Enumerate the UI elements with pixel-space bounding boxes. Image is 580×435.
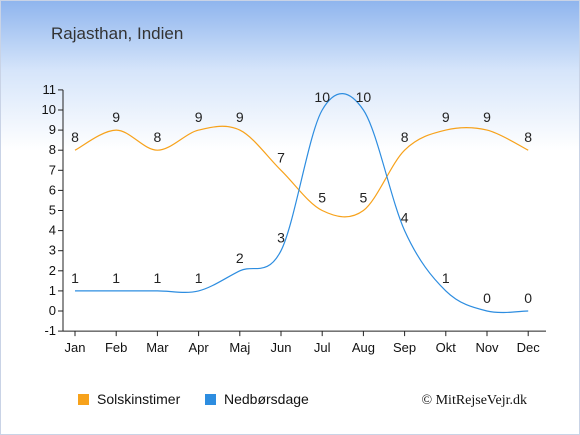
- y-tick-label: 4: [49, 223, 56, 238]
- x-tick-label: Jul: [314, 340, 331, 355]
- data-label-solskinstimer: 8: [401, 129, 409, 145]
- data-label-nedborsdage: 0: [483, 290, 491, 306]
- data-label-solskinstimer: 8: [71, 129, 79, 145]
- x-tick-label: Apr: [188, 340, 209, 355]
- legend-swatch-solskinstimer: [78, 394, 89, 405]
- data-label-solskinstimer: 9: [112, 109, 120, 125]
- y-tick-label: 2: [49, 263, 56, 278]
- x-tick-label: Dec: [517, 340, 541, 355]
- data-label-solskinstimer: 7: [277, 149, 285, 165]
- y-tick-label: 0: [49, 303, 56, 318]
- y-tick-label: -1: [44, 323, 56, 338]
- data-label-solskinstimer: 9: [195, 109, 203, 125]
- data-label-solskinstimer: 9: [483, 109, 491, 125]
- y-tick-label: 9: [49, 122, 56, 137]
- legend-label-nedborsdage: Nedbørsdage: [224, 391, 309, 407]
- data-label-nedborsdage: 4: [401, 210, 409, 226]
- legend-label-solskinstimer: Solskinstimer: [97, 391, 181, 407]
- data-label-solskinstimer: 8: [524, 129, 532, 145]
- data-label-nedborsdage: 10: [314, 89, 330, 105]
- data-label-nedborsdage: 10: [356, 89, 372, 105]
- data-label-nedborsdage: 2: [236, 250, 244, 266]
- chart-title: Rajasthan, Indien: [51, 24, 183, 43]
- y-tick-label: 11: [43, 82, 57, 97]
- y-tick-label: 5: [49, 203, 56, 218]
- y-tick-label: 1: [49, 283, 56, 298]
- series-line-nedborsdage: [74, 93, 529, 314]
- x-tick-label: Maj: [229, 340, 250, 355]
- series-line-solskinstimer: [74, 125, 529, 218]
- y-tick-label: 8: [49, 142, 56, 157]
- x-tick-label: Okt: [436, 340, 457, 355]
- legend-swatch-nedborsdage: [205, 394, 216, 405]
- y-tick-label: 7: [49, 162, 56, 177]
- data-label-nedborsdage: 0: [524, 290, 532, 306]
- data-label-nedborsdage: 1: [112, 270, 120, 286]
- data-label-nedborsdage: 1: [195, 270, 203, 286]
- legend: Solskinstimer Nedbørsdage: [78, 391, 309, 407]
- x-tick-label: Aug: [352, 340, 375, 355]
- data-label-solskinstimer: 5: [318, 190, 326, 206]
- y-tick-label: 3: [49, 243, 56, 258]
- y-tick-label: 6: [49, 182, 56, 197]
- data-label-solskinstimer: 9: [236, 109, 244, 125]
- credit-text: © MitRejseVejr.dk: [421, 393, 527, 408]
- data-label-solskinstimer: 9: [442, 109, 450, 125]
- x-tick-label: Nov: [475, 340, 499, 355]
- data-label-nedborsdage: 1: [71, 270, 79, 286]
- data-label-solskinstimer: 5: [360, 190, 368, 206]
- x-tick-label: Jun: [271, 340, 292, 355]
- data-label-solskinstimer: 8: [154, 129, 162, 145]
- x-tick-label: Feb: [105, 340, 127, 355]
- x-tick-label: Jan: [65, 340, 86, 355]
- x-tick-label: Sep: [393, 340, 416, 355]
- data-label-nedborsdage: 1: [442, 270, 450, 286]
- data-label-nedborsdage: 3: [277, 230, 285, 246]
- y-tick-label: 10: [42, 102, 56, 117]
- series-lines: [74, 93, 529, 314]
- data-label-nedborsdage: 1: [154, 270, 162, 286]
- x-tick-label: Mar: [146, 340, 169, 355]
